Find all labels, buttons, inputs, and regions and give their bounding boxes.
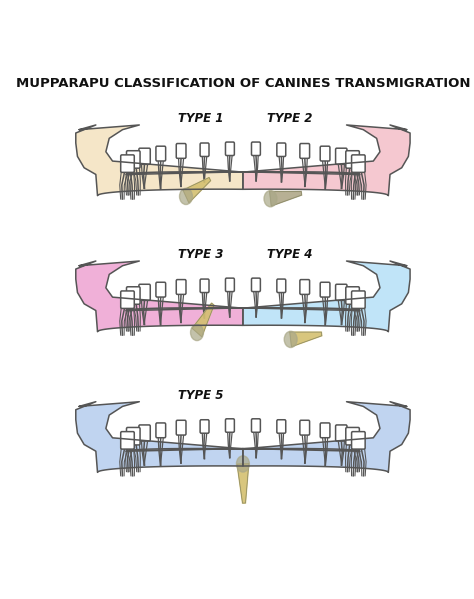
Polygon shape [76,402,243,473]
FancyBboxPatch shape [156,423,165,438]
FancyBboxPatch shape [176,420,186,435]
FancyBboxPatch shape [121,291,134,308]
Circle shape [264,190,277,207]
Polygon shape [192,303,214,337]
FancyBboxPatch shape [127,428,140,445]
Circle shape [284,331,297,347]
Text: TYPE 2: TYPE 2 [267,112,312,125]
FancyBboxPatch shape [252,419,260,432]
FancyBboxPatch shape [121,432,134,449]
Text: TYPE 5: TYPE 5 [178,389,224,402]
FancyBboxPatch shape [320,146,330,161]
Polygon shape [243,125,410,196]
Polygon shape [243,261,410,332]
FancyBboxPatch shape [336,285,347,301]
FancyBboxPatch shape [176,144,186,158]
FancyBboxPatch shape [139,148,150,164]
FancyBboxPatch shape [277,420,286,433]
FancyBboxPatch shape [121,155,134,173]
FancyBboxPatch shape [139,425,150,441]
FancyBboxPatch shape [127,287,140,304]
FancyBboxPatch shape [252,278,260,292]
Text: TYPE 3: TYPE 3 [178,248,224,261]
FancyBboxPatch shape [176,280,186,294]
FancyBboxPatch shape [346,151,359,168]
FancyBboxPatch shape [352,155,365,173]
Polygon shape [290,332,322,347]
FancyBboxPatch shape [200,279,209,292]
Polygon shape [237,464,249,503]
Circle shape [191,324,203,341]
Circle shape [180,188,192,204]
FancyBboxPatch shape [156,282,165,297]
FancyBboxPatch shape [226,278,234,292]
FancyBboxPatch shape [226,142,234,156]
FancyBboxPatch shape [277,279,286,292]
FancyBboxPatch shape [200,143,209,156]
FancyBboxPatch shape [352,432,365,449]
FancyBboxPatch shape [200,420,209,433]
FancyBboxPatch shape [252,142,260,156]
Circle shape [237,456,249,472]
Text: TYPE 4: TYPE 4 [267,248,312,261]
FancyBboxPatch shape [336,425,347,441]
Polygon shape [76,125,243,196]
Polygon shape [183,177,210,203]
FancyBboxPatch shape [156,146,165,161]
FancyBboxPatch shape [352,291,365,308]
Text: MUPPARAPU CLASSIFICATION OF CANINES TRANSMIGRATION: MUPPARAPU CLASSIFICATION OF CANINES TRAN… [16,77,470,90]
Polygon shape [243,402,410,473]
FancyBboxPatch shape [346,287,359,304]
FancyBboxPatch shape [320,282,330,297]
Polygon shape [76,261,243,332]
Text: TYPE 1: TYPE 1 [178,112,224,125]
FancyBboxPatch shape [226,419,234,432]
FancyBboxPatch shape [300,280,310,294]
FancyBboxPatch shape [300,144,310,158]
FancyBboxPatch shape [139,285,150,301]
FancyBboxPatch shape [277,143,286,156]
FancyBboxPatch shape [127,151,140,168]
FancyBboxPatch shape [320,423,330,438]
FancyBboxPatch shape [300,420,310,435]
Polygon shape [270,192,301,206]
FancyBboxPatch shape [346,428,359,445]
FancyBboxPatch shape [336,148,347,164]
